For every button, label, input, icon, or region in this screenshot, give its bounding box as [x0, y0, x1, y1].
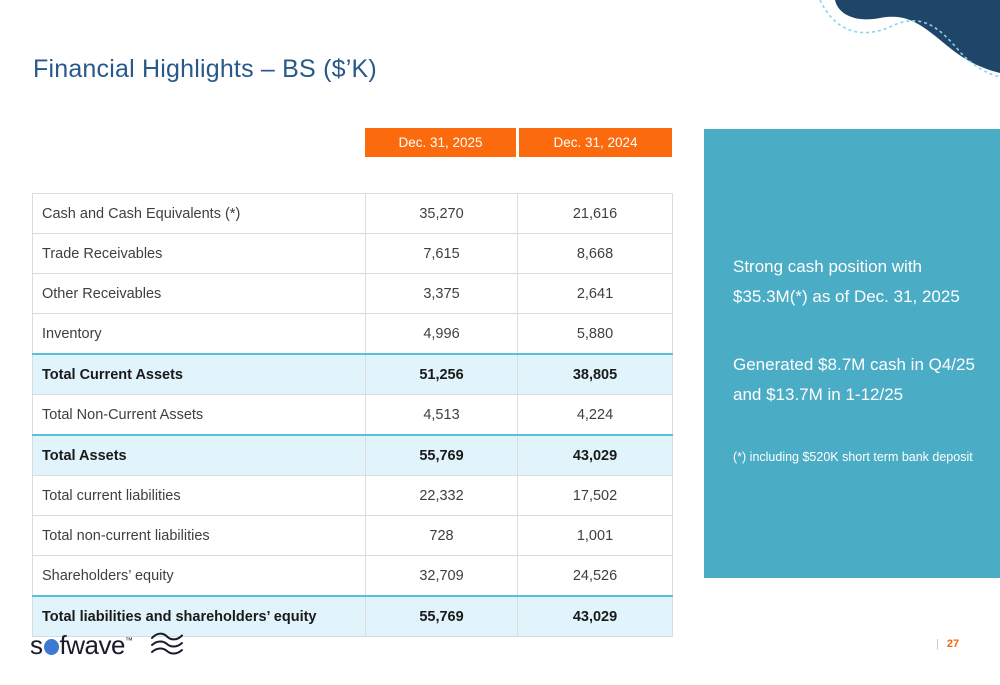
value-2025: 55,769	[365, 595, 518, 637]
balance-sheet-table: Cash and Cash Equivalents (*) 35,270 21,…	[32, 193, 673, 637]
row-label: Total Current Assets	[32, 353, 366, 395]
table-row-total: Total Assets 55,769 43,029	[32, 434, 673, 476]
row-label: Total current liabilities	[32, 475, 366, 516]
value-2024: 1,001	[517, 515, 673, 556]
row-label: Shareholders’ equity	[32, 555, 366, 597]
value-2024: 43,029	[517, 434, 673, 476]
table-row-total: Total liabilities and shareholders’ equi…	[32, 595, 673, 637]
sofwave-logo: s fwave™	[30, 630, 185, 661]
value-2025: 51,256	[365, 353, 518, 395]
value-2025: 7,615	[365, 233, 518, 274]
table-row: Shareholders’ equity 32,709 24,526	[32, 555, 673, 597]
value-2024: 43,029	[517, 595, 673, 637]
row-label: Trade Receivables	[32, 233, 366, 274]
row-label: Other Receivables	[32, 273, 366, 314]
corner-wave-decoration	[819, 0, 1000, 78]
logo-trademark: ™	[124, 636, 133, 645]
corner-wave-shape	[835, 0, 1000, 73]
value-2024: 38,805	[517, 353, 673, 395]
panel-paragraph-cash-generated: Generated $8.7M cash in Q4/25 and $13.7M…	[733, 355, 975, 404]
logo-text-pre: s	[30, 630, 43, 660]
value-2025: 55,769	[365, 434, 518, 476]
corner-wave-dashed-line	[819, 0, 1000, 78]
value-2025: 35,270	[365, 193, 518, 234]
row-label: Total Non-Current Assets	[32, 394, 366, 436]
row-label: Total Assets	[32, 434, 366, 476]
logo-text-post: fwave	[59, 630, 126, 660]
column-header-2025: Dec. 31, 2025	[365, 128, 516, 157]
value-2024: 21,616	[517, 193, 673, 234]
logo-blue-dot	[43, 639, 59, 655]
panel-paragraph-cash-position: Strong cash position with $35.3M(*) as o…	[733, 257, 960, 306]
row-label: Total non-current liabilities	[32, 515, 366, 556]
page-number: 27	[946, 638, 960, 650]
page-number-divider: |	[936, 638, 939, 650]
table-row: Total non-current liabilities 728 1,001	[32, 515, 673, 556]
table-row: Trade Receivables 7,615 8,668	[32, 233, 673, 274]
value-2025: 32,709	[365, 555, 518, 597]
value-2024: 2,641	[517, 273, 673, 314]
value-2025: 22,332	[365, 475, 518, 516]
value-2025: 3,375	[365, 273, 518, 314]
table-row: Other Receivables 3,375 2,641	[32, 273, 673, 314]
table-row-total: Total Current Assets 51,256 38,805	[32, 353, 673, 395]
row-label: Inventory	[32, 313, 366, 355]
row-label: Cash and Cash Equivalents (*)	[32, 193, 366, 234]
value-2024: 4,224	[517, 394, 673, 436]
highlights-panel: Strong cash position with $35.3M(*) as o…	[704, 129, 1000, 578]
value-2024: 8,668	[517, 233, 673, 274]
table-row: Inventory 4,996 5,880	[32, 313, 673, 355]
value-2025: 728	[365, 515, 518, 556]
value-2024: 24,526	[517, 555, 673, 597]
table-row: Cash and Cash Equivalents (*) 35,270 21,…	[32, 193, 673, 234]
row-label: Total liabilities and shareholders’ equi…	[32, 595, 366, 637]
table-column-headers: Dec. 31, 2025 Dec. 31, 2024	[365, 128, 672, 157]
logo-wave-icon	[150, 632, 183, 655]
table-row: Total current liabilities 22,332 17,502	[32, 475, 673, 516]
value-2024: 17,502	[517, 475, 673, 516]
page-title: Financial Highlights – BS ($’K)	[33, 55, 377, 83]
table-row: Total Non-Current Assets 4,513 4,224	[32, 394, 673, 436]
panel-footnote: (*) including $520K short term bank depo…	[733, 450, 973, 464]
column-header-2024: Dec. 31, 2024	[519, 128, 672, 157]
value-2025: 4,996	[365, 313, 518, 355]
value-2024: 5,880	[517, 313, 673, 355]
value-2025: 4,513	[365, 394, 518, 436]
page-number-block: | 27	[936, 638, 959, 650]
